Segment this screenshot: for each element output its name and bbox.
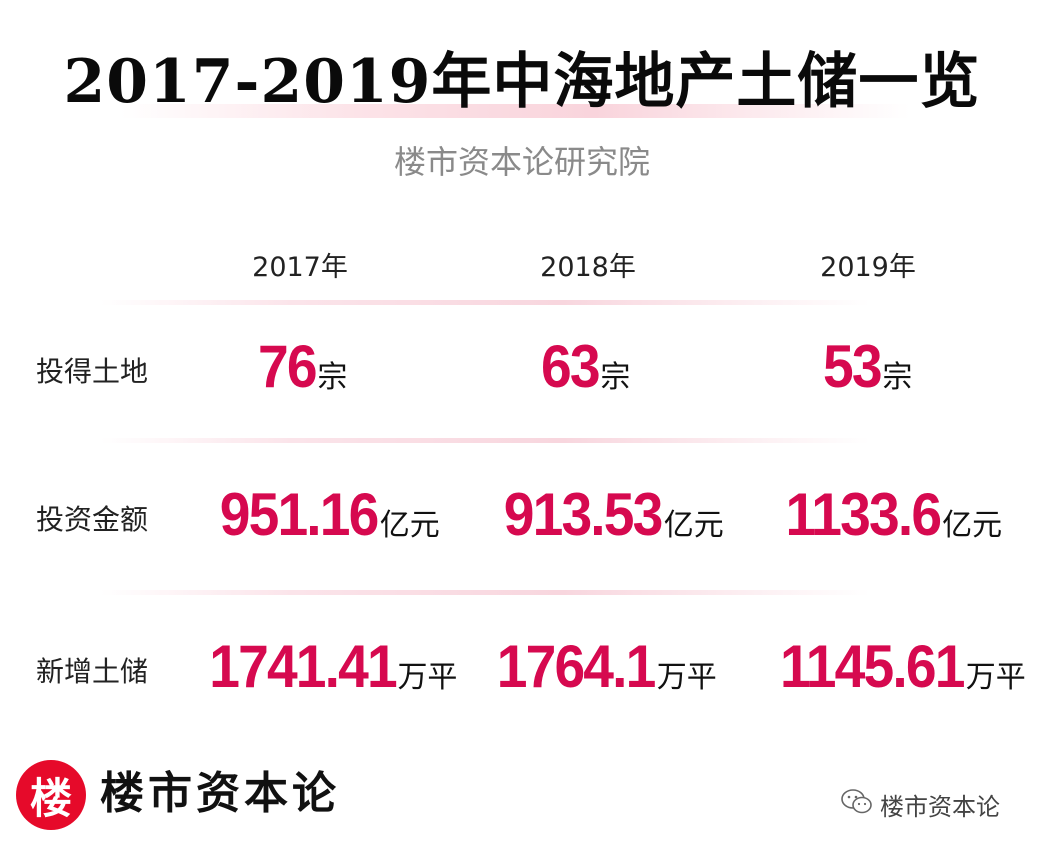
column-header-2017: 2017年 <box>252 252 348 283</box>
page-title: 2017-2019年中海地产土储一览 <box>63 47 981 117</box>
unit-label: 宗 <box>317 360 348 395</box>
table-cell: 1741.41万平 <box>180 632 470 701</box>
unit-label: 亿元 <box>942 508 1003 543</box>
row-label-investment: 投资金额 <box>36 503 149 536</box>
wechat-watermark: 楼市资本论 <box>840 784 1000 824</box>
unit-label: 万平 <box>656 660 717 695</box>
divider <box>100 438 870 443</box>
value-investment-2018: 913.53 <box>503 481 664 548</box>
logo-character: 楼 <box>29 773 72 823</box>
title-underline-decoration <box>120 104 910 118</box>
column-header-2019: 2019年 <box>820 252 916 283</box>
divider <box>100 300 870 305</box>
table-cell: 951.16亿元 <box>178 480 468 549</box>
unit-label: 万平 <box>397 660 458 695</box>
table-cell: 1133.6亿元 <box>742 480 1032 549</box>
table-cell: 76宗 <box>155 332 445 401</box>
table-cell: 53宗 <box>720 332 1010 401</box>
row-label-land-acquired: 投得土地 <box>36 355 149 388</box>
brand-logo: 楼 <box>16 760 86 830</box>
value-investment-2017: 951.16 <box>219 481 380 548</box>
table-cell: 1145.61万平 <box>750 632 1040 701</box>
row-label-new-land-reserve: 新增土储 <box>36 655 149 688</box>
table-cell: 63宗 <box>438 332 728 401</box>
brand-name: 楼市资本论 <box>100 768 340 819</box>
subtitle: 楼市资本论研究院 <box>393 143 650 181</box>
wechat-icon <box>840 788 874 820</box>
unit-label: 宗 <box>600 360 631 395</box>
value-reserve-2018: 1764.1 <box>496 633 657 700</box>
value-reserve-2019: 1145.61 <box>780 633 965 700</box>
unit-label: 万平 <box>965 660 1026 695</box>
value-investment-2019: 1133.6 <box>785 481 942 548</box>
wechat-account-name: 楼市资本论 <box>880 792 1000 821</box>
unit-label: 宗 <box>882 360 913 395</box>
title-area: 2017-2019年中海地产土储一览 <box>0 0 1044 130</box>
unit-label: 亿元 <box>663 508 724 543</box>
table-cell: 913.53亿元 <box>462 480 752 549</box>
value-land-2018: 63 <box>540 333 601 400</box>
value-land-2019: 53 <box>822 333 883 400</box>
value-land-2017: 76 <box>257 333 318 400</box>
divider <box>100 590 870 595</box>
table-cell: 1764.1万平 <box>455 632 745 701</box>
unit-label: 亿元 <box>379 508 440 543</box>
value-reserve-2017: 1741.41 <box>208 633 397 700</box>
column-header-2018: 2018年 <box>540 252 636 283</box>
